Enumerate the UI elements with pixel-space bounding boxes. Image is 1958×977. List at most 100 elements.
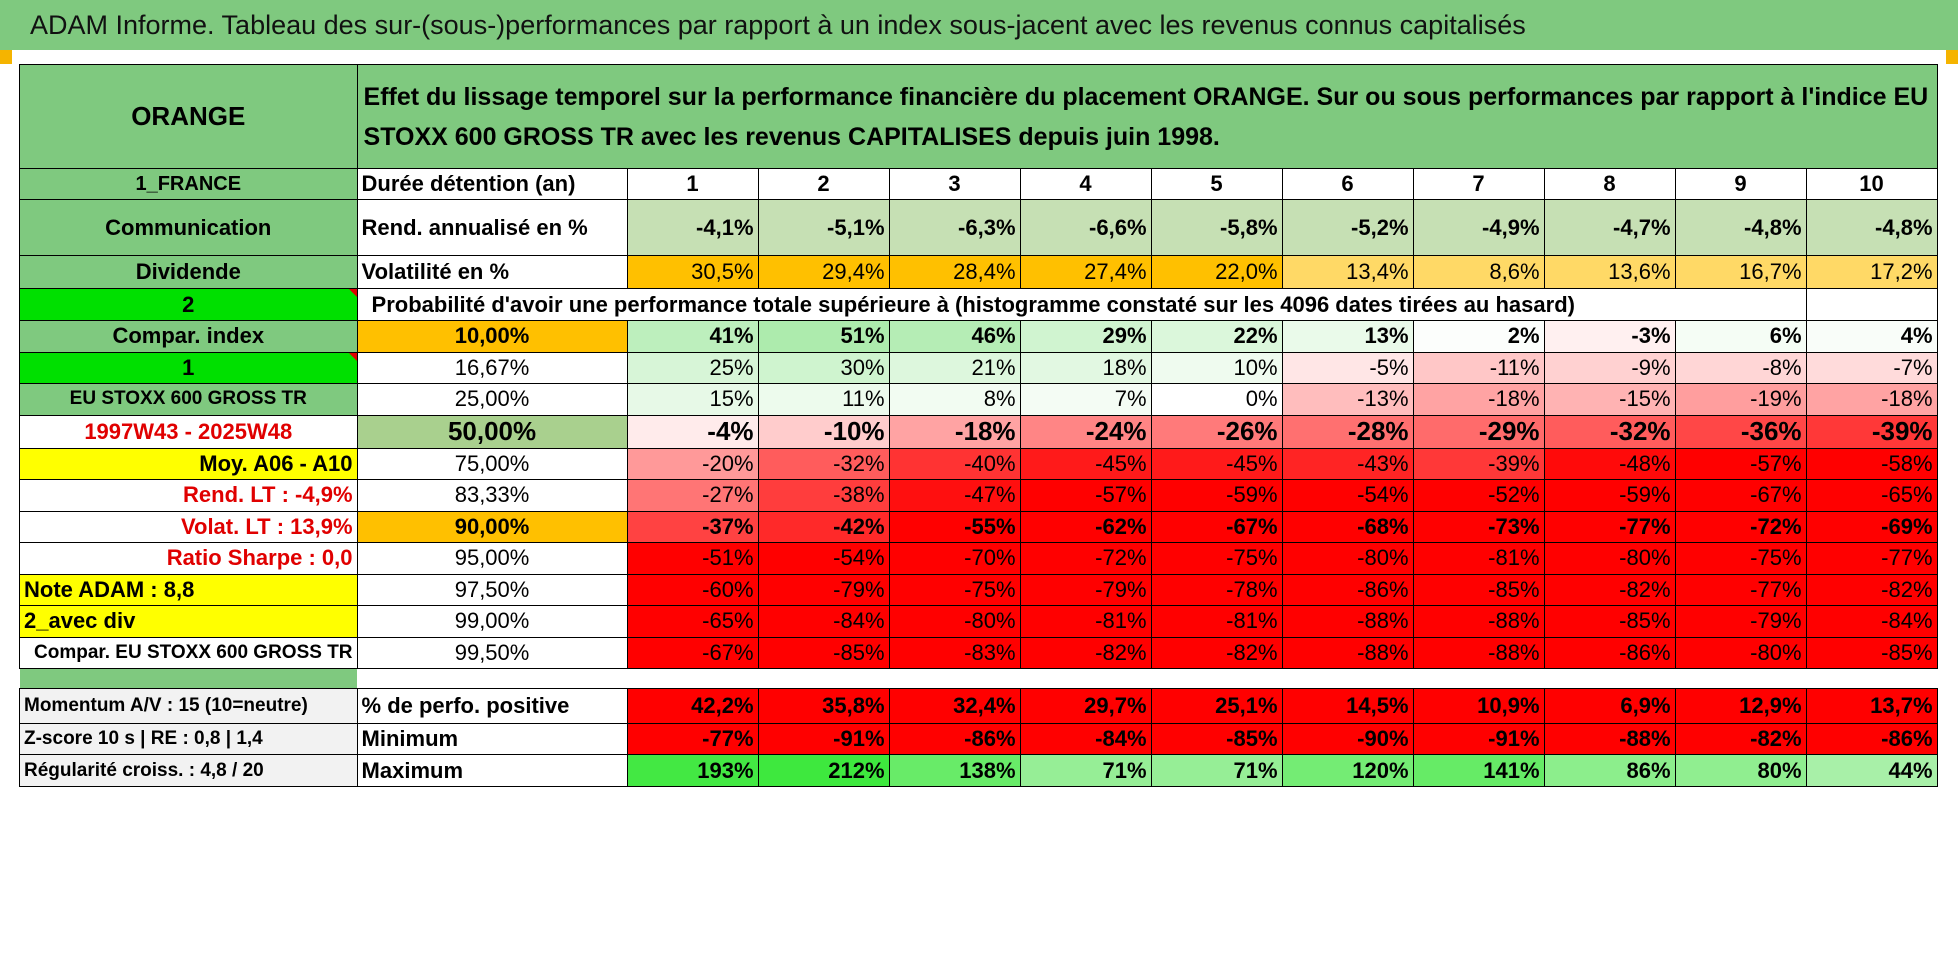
rend-lt: Rend. LT : -4,9% [19,479,358,512]
minimum-value: -91% [1412,723,1545,755]
prob-id: 2 [19,288,358,321]
index-id: 1 [19,351,358,384]
gap-cell [1020,669,1151,689]
minimum-row: Z-score 10 s | RE : 0,8 | 1,4 Minimum -77%… [19,723,1938,755]
quantile-value: -11% [1412,351,1545,384]
quantile-value: -58% [1805,447,1938,480]
quantile-value: -52% [1412,479,1545,512]
positive-value: 25,1% [1150,688,1283,724]
quantile-value: -18% [1805,383,1938,416]
quantile-value: 30% [757,351,890,384]
quantile-label: 99,50% [356,636,628,669]
quantile-value: 46% [888,320,1021,353]
quantile-value: 8% [888,383,1021,416]
quantile-value: 22% [1150,320,1283,353]
compar-full: Compar. EU STOXX 600 GROSS TR [19,636,358,669]
quantile-value: -81% [1019,605,1152,638]
quantile-value: -67% [1674,479,1807,512]
quantile-value: -75% [1150,542,1283,575]
quantile-row: 1 16,67% 25% 30% 21% 18% 10% -5% -11% -9% -8% -7% [19,351,1938,384]
year-header: 8 [1543,168,1676,200]
compar-label: Compar. index [19,320,358,353]
year-header: 7 [1412,168,1545,200]
quantile-value: 29% [1019,320,1152,353]
quantile-value: 4% [1805,320,1938,353]
rend-row: Communication Rend. annualisé en % -4,1% -5… [19,199,1938,256]
stock-name: ORANGE [19,64,358,169]
quantile-value: 0% [1150,383,1283,416]
corner-marker-right [1946,50,1958,64]
quantile-value: -85% [1805,636,1938,669]
prob-title: Probabilité d'avoir une performance tota… [356,288,1807,321]
quantile-label: 10,00% [356,320,628,353]
quantile-value: 51% [757,320,890,353]
vol-value: 16,7% [1674,255,1807,289]
quantile-value: -82% [1150,636,1283,669]
maximum-label: Maximum [356,754,628,787]
regularite-label: Régularité croiss. : 4,8 / 20 [19,754,358,787]
quantile-value: -83% [888,636,1021,669]
quantile-value: -20% [626,447,759,480]
gap-cell [1413,669,1544,689]
quantile-row: Ratio Sharpe : 0,0 95,00% -51% -54% -70% -72%… [19,542,1938,575]
quantile-value: -85% [757,636,890,669]
quantile-value: -32% [1543,414,1676,449]
quantile-row: Note ADAM : 8,8 97,50% -60% -79% -75% -79% -78… [19,573,1938,606]
quantile-value: 21% [888,351,1021,384]
quantile-value: 2% [1412,320,1545,353]
quantile-value: -88% [1281,636,1414,669]
type-label: Dividende [19,255,358,289]
positive-row: Momentum A/V : 15 (10=neutre)% de perfo.… [19,688,1938,724]
quantile-label: 75,00% [356,447,628,480]
year-header: 3 [888,168,1021,200]
quantile-value: -48% [1543,447,1676,480]
quantile-value: -77% [1805,542,1938,575]
positive-label: % de perfo. positive [356,688,628,724]
minimum-value: -85% [1150,723,1283,755]
positive-value: 14,5% [1281,688,1414,724]
year-header: 2 [757,168,890,200]
quantile-value: -62% [1019,510,1152,543]
maximum-value: 80% [1674,754,1807,787]
quantile-value: -54% [757,542,890,575]
moy-label: Moy. A06 - A10 [19,447,358,480]
year-header: 4 [1019,168,1152,200]
gap-cell [1806,669,1937,689]
vol-value: 8,6% [1412,255,1545,289]
header-row: ORANGE Effet du lissage temporel sur la p… [19,64,1938,169]
quantile-value: 15% [626,383,759,416]
corner-marker-left [0,50,12,64]
quantile-value: -70% [888,542,1021,575]
quantile-value: -55% [888,510,1021,543]
positive-value: 12,9% [1674,688,1807,724]
quantile-value: -60% [626,573,759,606]
year-header: 5 [1150,168,1283,200]
rend-value: -5,2% [1281,199,1414,256]
gap-row [19,668,1938,689]
quantile-value: 6% [1674,320,1807,353]
vol-value: 28,4% [888,255,1021,289]
quantile-value: -45% [1019,447,1152,480]
quantile-value: -77% [1543,510,1676,543]
prob-title-row: 2 Probabilité d'avoir une performance tot… [19,288,1938,321]
quantile-value: 41% [626,320,759,353]
quantile-value: -24% [1019,414,1152,449]
maximum-value: 44% [1805,754,1938,787]
year-header: 6 [1281,168,1414,200]
maximum-value: 212% [757,754,890,787]
minimum-value: -88% [1543,723,1676,755]
quantile-value: -75% [888,573,1021,606]
quantile-value: -84% [1805,605,1938,638]
year-header: 9 [1674,168,1807,200]
gap-cell [1151,669,1282,689]
quantile-value: -39% [1412,447,1545,480]
maximum-value: 120% [1281,754,1414,787]
rend-value: -4,7% [1543,199,1676,256]
duration-label: Durée détention (an) [356,168,628,200]
maximum-value: 71% [1150,754,1283,787]
quantile-value: -42% [757,510,890,543]
quantile-label: 25,00% [356,383,628,416]
minimum-value: -91% [757,723,890,755]
rend-value: -4,9% [1412,199,1545,256]
positive-value: 13,7% [1805,688,1938,724]
